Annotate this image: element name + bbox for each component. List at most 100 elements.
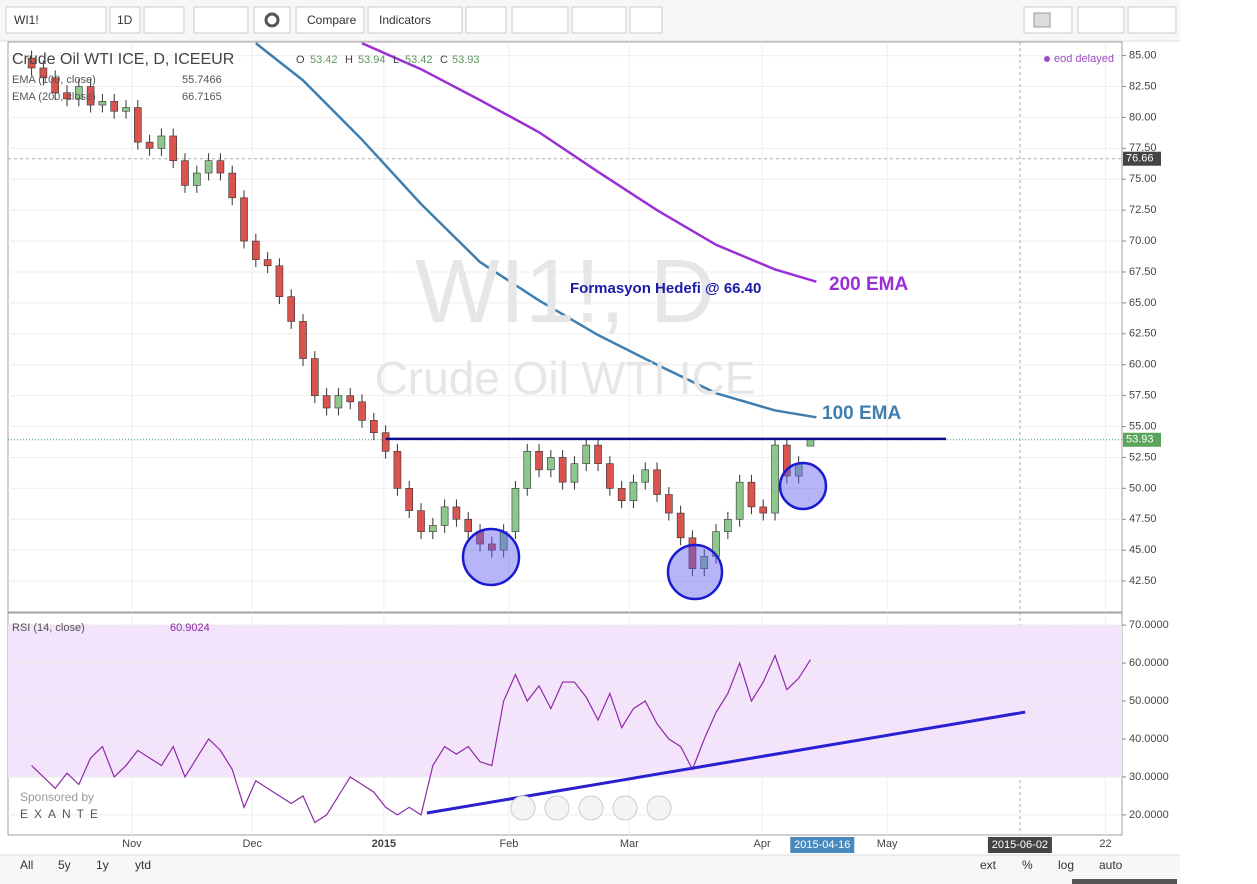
interval-box[interactable]: [109, 6, 141, 34]
pattern-circle: [666, 543, 724, 601]
y-tick-label: 65.00: [1129, 297, 1157, 309]
y-tick-label: 72.50: [1129, 204, 1157, 216]
option-btn[interactable]: auto: [1099, 858, 1123, 872]
alert-btn[interactable]: [465, 6, 507, 34]
candle-body: [204, 160, 213, 174]
range-btn[interactable]: ytd: [135, 858, 151, 872]
annotation-100ema: 100 EMA: [822, 403, 901, 424]
ohlc-value: 53.93: [452, 54, 480, 66]
status-dot: [1044, 56, 1050, 62]
annotation-target: Formasyon Hedefi @ 66.40: [570, 280, 761, 297]
nav-btn[interactable]: [612, 795, 638, 821]
candle-body: [570, 463, 579, 483]
pattern-circle: [778, 461, 828, 511]
y-tick-label: 50.0000: [1129, 695, 1169, 707]
candle-body: [393, 450, 402, 489]
y-tick-label: 67.50: [1129, 266, 1157, 278]
candle-body: [27, 57, 36, 69]
candle-body: [606, 463, 614, 489]
candle-body: [299, 321, 307, 359]
range-btn[interactable]: All: [20, 858, 33, 872]
y-tick-label: 55.00: [1129, 420, 1157, 432]
nav-btn[interactable]: [544, 795, 570, 821]
y-tick-label: 82.50: [1129, 80, 1157, 92]
chart-title: Crude Oil WTI ICE, D, ICEEUR: [12, 51, 234, 68]
y-tick-label: 40.0000: [1129, 733, 1169, 745]
x-marker-label: 2015-06-02: [992, 839, 1048, 851]
candle-body: [783, 444, 791, 477]
x-tick-label: Dec: [242, 838, 262, 850]
y-tick-label: 60.00: [1129, 359, 1157, 371]
candle-body: [464, 518, 473, 532]
candle-body: [417, 510, 425, 532]
save-btn[interactable]: [1127, 6, 1177, 34]
option-btn[interactable]: %: [1022, 858, 1033, 872]
candle-body: [263, 259, 272, 267]
x-marker-box: [790, 837, 855, 853]
sponsor-name[interactable]: EXANTE: [20, 807, 104, 821]
load-btn[interactable]: [1077, 6, 1125, 34]
idea-btn[interactable]: [511, 6, 569, 34]
option-btn[interactable]: ext: [980, 858, 997, 872]
watermark-sub: Crude Oil WTI ICE: [375, 352, 756, 404]
candle-body: [370, 420, 378, 434]
ohlc-o: O: [296, 54, 305, 66]
nav-btn[interactable]: [510, 795, 536, 821]
y-tick-label: 57.50: [1129, 390, 1157, 402]
rsi-value: 60.9024: [170, 622, 210, 634]
y-tick-label: 47.50: [1129, 513, 1157, 525]
watermark: WI1!, D: [415, 242, 715, 342]
ema-line: [361, 42, 817, 283]
x-marker-box: [987, 837, 1052, 853]
x-tick-label: May: [877, 838, 898, 850]
candle-body: [806, 439, 815, 447]
y-tick-label: 20.0000: [1129, 809, 1169, 821]
interval[interactable]: 1D: [117, 13, 133, 27]
chart: 42.50 45.00 47.50 50.00 52.50 55.00 57.50 60.00…: [8, 42, 1169, 853]
candle-body: [110, 101, 119, 112]
legend-ema100-value: 55.7466: [182, 74, 222, 86]
symbol[interactable]: WI1!: [14, 13, 39, 27]
candle-body: [735, 481, 744, 520]
chart-style-btn[interactable]: [143, 6, 185, 34]
candle-body: [169, 135, 178, 161]
candle-body: [346, 395, 355, 403]
x-tick-label: Mar: [620, 838, 639, 850]
undo-redo-btn[interactable]: [571, 6, 627, 34]
y-tick-label: 30.0000: [1129, 771, 1169, 783]
indicators-btn[interactable]: [367, 6, 463, 34]
bar-style-btn[interactable]: [193, 6, 249, 34]
y-tick-label: 62.50: [1129, 328, 1157, 340]
nav-btn[interactable]: [646, 795, 672, 821]
indicators[interactable]: Indicators: [379, 13, 431, 27]
candle-body: [747, 481, 756, 508]
candle-body: [252, 240, 260, 260]
symbol-box[interactable]: [5, 6, 107, 34]
range-btn[interactable]: 1y: [96, 858, 109, 872]
ohlc-value: 53.94: [358, 54, 386, 66]
candle-body: [39, 67, 48, 79]
settings-btn[interactable]: [253, 6, 291, 34]
rsi-title: RSI (14, close): [12, 622, 85, 634]
range-btn[interactable]: 5y: [58, 858, 71, 872]
ema-line: [255, 42, 817, 419]
color-swatch: [1033, 12, 1051, 28]
compare-btn[interactable]: [295, 6, 365, 34]
candle-body: [653, 469, 661, 495]
nav-btn[interactable]: [578, 795, 604, 821]
nav-controls: [510, 795, 672, 821]
candle-body: [145, 141, 154, 149]
fullscreen-btn[interactable]: [629, 6, 663, 34]
candle-body: [440, 506, 449, 526]
settings-icon: [264, 12, 280, 28]
compare[interactable]: Compare: [307, 13, 357, 27]
candle-body: [228, 172, 237, 199]
candle-body: [311, 358, 319, 396]
candle-body: [724, 518, 732, 532]
candle-body: [759, 506, 768, 514]
option-btn[interactable]: log: [1058, 858, 1074, 872]
y-tick-label: 42.50: [1129, 575, 1157, 587]
crosshair-price-box: [1123, 151, 1161, 166]
